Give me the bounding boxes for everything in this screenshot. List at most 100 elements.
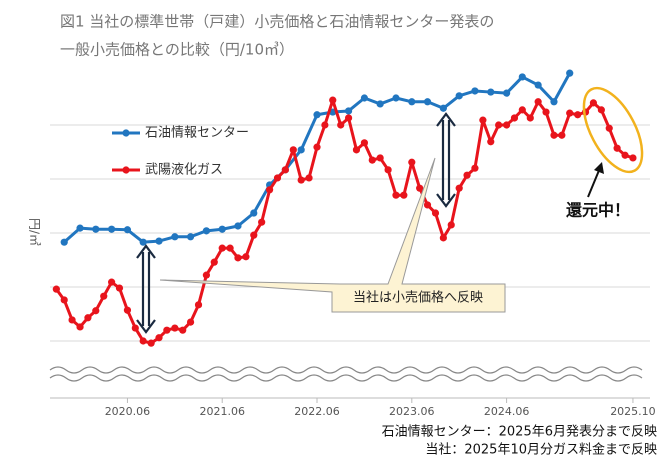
data-point [218,225,226,233]
data-point [605,124,613,132]
data-point [566,69,574,77]
data-point [139,337,147,345]
data-point [479,116,487,124]
data-point [400,191,408,199]
data-point [123,306,132,314]
axis-break [49,374,643,382]
data-point [313,143,321,151]
data-point [613,144,621,152]
data-point [344,107,353,115]
chart-title: 図1 当社の標準世帯（戸建）小売価格と石油情報センター発表の [60,13,494,31]
data-point [495,121,503,129]
data-point [376,154,384,162]
data-point [337,121,345,129]
data-point [408,98,416,106]
data-point [131,324,139,332]
callout-text: 当社は小売価格へ反映 [353,290,483,306]
data-point [558,131,566,139]
data-point [234,222,242,230]
data-point [76,224,84,232]
data-point [234,254,242,262]
data-point [68,316,76,324]
data-point [155,237,163,245]
data-point [60,296,68,304]
data-point [408,158,416,166]
x-tick-label: 2023.06 [389,405,435,418]
data-point [550,98,558,106]
data-point [179,326,187,334]
legend-label: 武陽液化ガス [145,163,223,178]
data-point [502,89,511,97]
x-tick-label: 2022.06 [294,405,340,418]
data-point [289,146,297,154]
double-arrow [136,244,156,334]
data-point [108,225,116,233]
data-point [455,92,463,100]
data-point [202,227,210,235]
data-point [297,176,305,184]
data-point [92,225,100,233]
data-point [305,174,313,182]
y-axis-label: 円/㎥ [28,218,42,246]
data-point [329,96,337,104]
data-point [313,111,321,119]
data-point [186,233,195,241]
x-tick-label: 2025.10 [610,405,656,418]
x-tick-label: 2024.06 [484,405,530,418]
data-point [392,94,400,102]
data-point [258,218,266,226]
data-point [218,244,226,252]
data-point [518,106,526,114]
highlight-ellipse [582,86,644,174]
data-point [273,174,282,182]
data-point [84,314,92,322]
data-point [368,156,376,164]
legend-swatch [122,129,130,137]
grid: 2020.06 2021.06 2022.06 2023.06 2024.06 2025.… [50,124,656,418]
data-point [542,108,550,116]
legend-swatch [122,166,130,174]
data-point [439,234,447,242]
x-tick-label: 2021.06 [199,405,245,418]
data-point [392,191,400,199]
data-point [423,201,432,209]
data-point [171,233,179,241]
data-point [52,285,60,293]
chart-title: 一般小売価格との比較（円/10㎥） [60,41,294,59]
pointer-arrow [587,167,601,198]
data-point [297,146,305,154]
data-point [463,171,471,179]
data-point [574,111,582,119]
annotation-text: 還元中！ [566,201,630,220]
data-point [226,244,234,252]
pointer-arrowhead [594,162,604,174]
double-arrow [436,112,456,208]
data-point [416,184,424,192]
data-point [321,121,329,129]
data-point [163,326,171,334]
data-point [186,318,195,326]
data-point [352,146,361,154]
data-point [510,114,519,122]
data-point [194,301,203,309]
data-point [423,98,432,106]
data-point [115,284,124,292]
data-point [123,226,132,234]
x-tick-label: 2020.06 [105,405,151,418]
data-point [526,114,534,122]
plot-area [52,69,637,347]
data-point [139,238,147,246]
data-point [518,73,526,81]
data-point [60,238,68,246]
data-point [431,209,440,217]
data-point [360,139,369,147]
footnote: 石油情報センター：2025年6月発表分まで反映 [382,425,657,440]
data-point [242,253,250,261]
data-point [455,184,463,192]
data-point [281,166,289,174]
legend-label: 石油情報センター [145,126,249,141]
footnote: 当社：2025年10月分ガス料金まで反映 [425,442,657,458]
data-point [534,81,542,89]
